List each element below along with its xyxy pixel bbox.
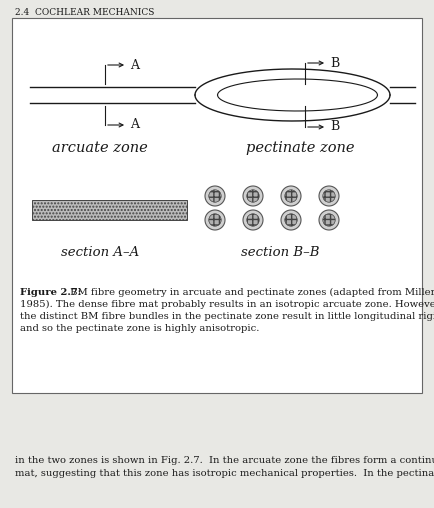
Circle shape — [243, 186, 263, 206]
Bar — [32, 200, 187, 220]
Circle shape — [208, 190, 221, 202]
Bar — [12, 18, 421, 393]
Text: section B–B: section B–B — [240, 245, 319, 259]
Text: 2.4  COCHLEAR MECHANICS: 2.4 COCHLEAR MECHANICS — [15, 8, 154, 17]
Circle shape — [208, 214, 221, 226]
Circle shape — [280, 210, 300, 230]
Text: pectinate zone: pectinate zone — [245, 141, 353, 155]
Circle shape — [246, 214, 259, 226]
Circle shape — [204, 210, 224, 230]
Text: A: A — [130, 118, 139, 132]
Text: B: B — [329, 120, 339, 134]
Circle shape — [322, 214, 335, 226]
Text: section A–A: section A–A — [61, 245, 139, 259]
Text: BM fibre geometry in arcuate and pectinate zones (adapted from Miller,: BM fibre geometry in arcuate and pectina… — [67, 288, 434, 297]
Text: in the two zones is shown in Fig. 2.7.  In the arcuate zone the fibres form a co: in the two zones is shown in Fig. 2.7. I… — [15, 456, 434, 465]
Circle shape — [322, 190, 335, 202]
Text: arcuate zone: arcuate zone — [52, 141, 148, 155]
Text: and so the pectinate zone is highly anisotropic.: and so the pectinate zone is highly anis… — [20, 324, 259, 333]
Circle shape — [318, 210, 338, 230]
Text: B: B — [329, 56, 339, 70]
Circle shape — [280, 186, 300, 206]
Circle shape — [243, 210, 263, 230]
Circle shape — [204, 186, 224, 206]
Text: A: A — [130, 58, 139, 72]
Text: mat, suggesting that this zone has isotropic mechanical properties.  In the pect: mat, suggesting that this zone has isotr… — [15, 469, 434, 478]
Text: 1985). The dense fibre mat probably results in an isotropic arcuate zone. Howeve: 1985). The dense fibre mat probably resu… — [20, 300, 434, 309]
Text: Figure 2.7:: Figure 2.7: — [20, 288, 81, 297]
Text: the distinct BM fibre bundles in the pectinate zone result in little longitudina: the distinct BM fibre bundles in the pec… — [20, 312, 434, 321]
Circle shape — [246, 190, 259, 202]
Circle shape — [284, 190, 296, 202]
Circle shape — [318, 186, 338, 206]
Circle shape — [284, 214, 296, 226]
